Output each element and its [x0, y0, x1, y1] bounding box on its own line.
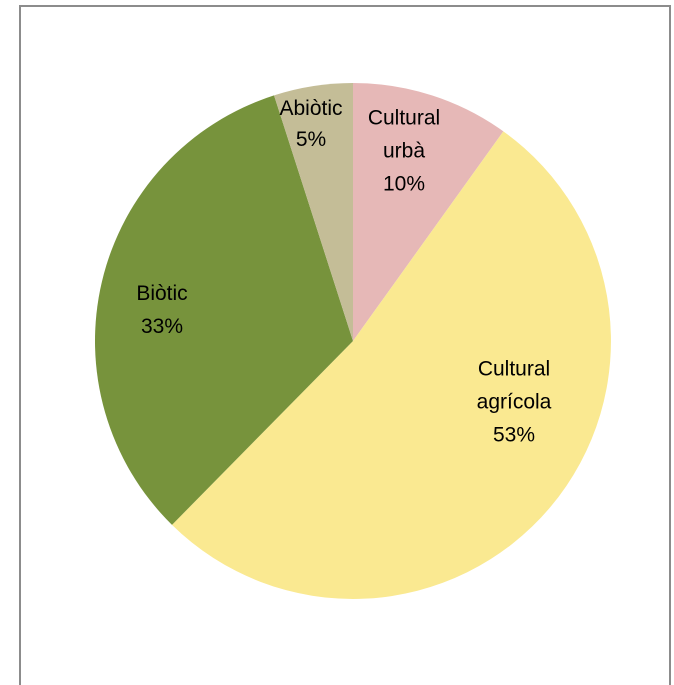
data-label-bi-tic: Biòtic 33%	[136, 282, 187, 338]
pie-slice-cultural-urb-	[353, 83, 504, 341]
pie-slice-bi-tic	[94, 95, 353, 525]
pie-slice-cultural-agr-cola	[171, 131, 611, 599]
data-label-abi-tic: Abiòtic 5%	[279, 97, 342, 151]
data-label-cultural-urb-: Cultural urbà 10%	[368, 107, 440, 196]
data-label-cultural-agr-cola: Cultural agrícola 53%	[477, 358, 552, 447]
pie-slice-abi-tic	[274, 83, 353, 341]
